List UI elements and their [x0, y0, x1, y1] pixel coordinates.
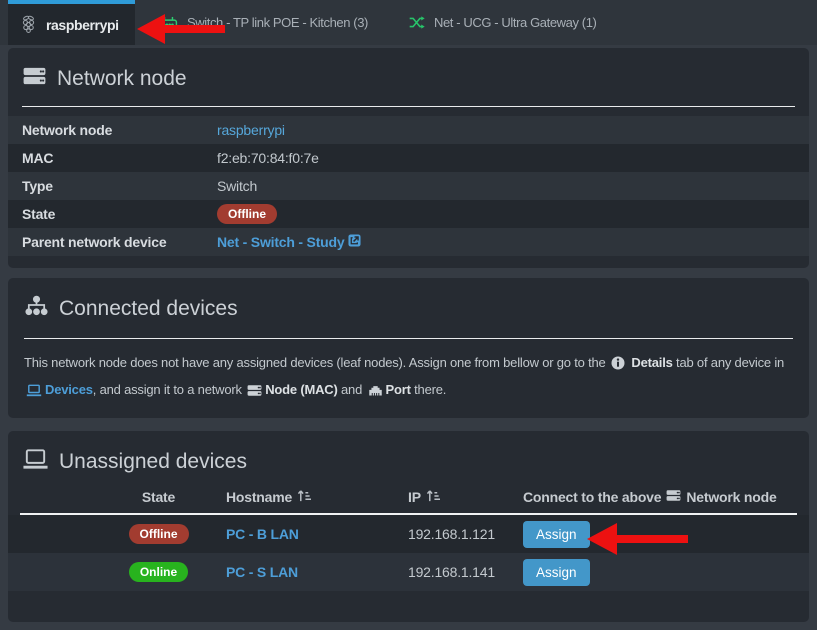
- status-badge: Online: [128, 562, 189, 582]
- status-badge: Offline: [128, 524, 189, 544]
- server-icon-small: [247, 381, 262, 405]
- section-title: Unassigned devices: [59, 450, 247, 473]
- tab-net-gateway[interactable]: Net - UCG - Ultra Gateway (1): [368, 0, 597, 45]
- main-content: Network node Network node raspberrypi MA…: [0, 45, 817, 622]
- sort-icon[interactable]: [426, 489, 441, 505]
- header-label: IP: [408, 489, 421, 505]
- unassigned-table-header: State Hostname IP: [8, 485, 809, 509]
- tab-raspberrypi[interactable]: raspberrypi: [8, 0, 135, 45]
- table-row: Parent network device Net - Switch - Stu…: [8, 228, 809, 256]
- assign-button[interactable]: Assign: [523, 558, 590, 586]
- sitemap-icon: [24, 295, 49, 323]
- info-circle-icon: [611, 354, 625, 378]
- node-mac-label: Node (MAC): [265, 382, 338, 397]
- connected-devices-heading: Connected devices: [24, 292, 793, 326]
- message-text: , and assign it to a network: [92, 382, 246, 397]
- tab-switch-kitchen[interactable]: Switch - TP link POE - Kitchen (3): [135, 0, 368, 45]
- message-text: there.: [410, 382, 447, 397]
- section-title: Connected devices: [59, 297, 238, 320]
- row-label: MAC: [22, 150, 54, 166]
- message-text: tab of any device in: [672, 355, 785, 370]
- divider: [22, 106, 795, 107]
- message-text: This network node does not have any assi…: [24, 355, 609, 370]
- tab-label: Switch - TP link POE - Kitchen (3): [187, 15, 368, 30]
- devices-link[interactable]: Devices: [45, 378, 93, 402]
- header-divider: [20, 513, 797, 515]
- tab-label: Net - UCG - Ultra Gateway (1): [433, 15, 597, 30]
- connected-devices-panel: Connected devices This network node does…: [8, 278, 809, 418]
- ip-value: 192.168.1.121: [408, 526, 495, 542]
- assign-button[interactable]: Assign: [523, 520, 590, 548]
- laptop-icon: [22, 448, 49, 476]
- hostname-link[interactable]: PC - S LAN: [226, 564, 298, 580]
- divider: [24, 338, 793, 339]
- section-title: Network node: [57, 67, 187, 90]
- device-row: Online PC - S LAN 192.168.1.141 Assign: [8, 553, 809, 591]
- row-label: Parent network device: [22, 234, 167, 250]
- parent-device-link[interactable]: Net - Switch - Study: [217, 234, 361, 250]
- table-row: MAC f2:eb:70:84:f0:7e: [8, 144, 809, 172]
- raspberry-icon: [20, 15, 37, 34]
- header-state: State: [91, 489, 226, 505]
- table-row: State Offline: [8, 200, 809, 228]
- header-label: Hostname: [226, 489, 293, 505]
- message-text: and: [337, 382, 366, 397]
- table-row: Network node raspberrypi: [8, 116, 809, 144]
- type-value: Switch: [217, 178, 258, 194]
- tab-label: raspberrypi: [46, 16, 119, 33]
- row-label: Network node: [22, 122, 113, 138]
- external-link-icon: [348, 234, 361, 250]
- ip-value: 192.168.1.141: [408, 564, 495, 580]
- no-devices-message: This network node does not have any assi…: [24, 351, 793, 405]
- network-node-heading: Network node: [8, 62, 809, 96]
- laptop-icon-blue: [26, 381, 42, 405]
- ethernet-port-icon: [368, 381, 383, 405]
- parent-device-label: Net - Switch - Study: [217, 234, 345, 250]
- network-node-table: Network node raspberrypi MAC f2:eb:70:84…: [8, 116, 809, 256]
- header-label: Network node: [686, 489, 777, 505]
- network-node-panel: Network node Network node raspberrypi MA…: [8, 48, 809, 268]
- table-row: Type Switch: [8, 172, 809, 200]
- header-ip[interactable]: IP: [408, 489, 523, 505]
- node-name-link[interactable]: raspberrypi: [217, 122, 285, 138]
- server-icon: [22, 66, 47, 92]
- header-label: Connect to the above: [523, 489, 662, 505]
- unassigned-devices-heading: Unassigned devices: [8, 445, 809, 479]
- status-badge: Offline: [217, 204, 277, 224]
- mac-value: f2:eb:70:84:f0:7e: [217, 150, 319, 166]
- hostname-link[interactable]: PC - B LAN: [226, 526, 299, 542]
- header-connect: Connect to the above Network node: [523, 489, 809, 505]
- header-hostname[interactable]: Hostname: [226, 489, 408, 505]
- tab-bar: raspberrypi Switch - TP link POE - Kitch…: [0, 0, 817, 45]
- row-label: Type: [22, 178, 53, 194]
- device-row: Offline PC - B LAN 192.168.1.121 Assign: [8, 515, 809, 555]
- row-label: State: [22, 206, 56, 222]
- port-label: Port: [385, 382, 411, 397]
- details-label: Details: [631, 355, 673, 370]
- shuffle-icon: [408, 15, 425, 30]
- devices-label: Devices: [45, 382, 93, 397]
- unassigned-devices-panel: Unassigned devices State Hostname IP: [8, 431, 809, 622]
- switch-icon: [159, 14, 178, 31]
- server-icon-small: [666, 489, 681, 505]
- sort-icon[interactable]: [297, 489, 312, 505]
- header-label: State: [141, 489, 176, 505]
